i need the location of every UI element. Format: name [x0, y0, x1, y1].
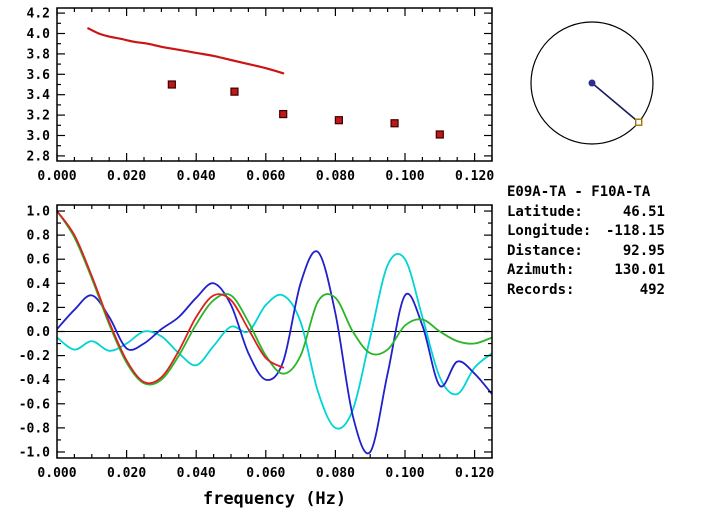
svg-text:2.8: 2.8 — [27, 149, 51, 164]
waveform-spectra-chart: 0.000 0.020 0.040 0.060 0.080 0.100 0.120 -1.0 -… — [19, 204, 494, 509]
svg-text:0.020: 0.020 — [107, 466, 146, 481]
latitude-label: Latitude: — [507, 203, 583, 220]
station-info-panel: E09A-TA - F10A-TA Latitude: 46.51 Longit… — [507, 183, 665, 300]
distance-label: Distance: — [507, 242, 583, 259]
info-row-azimuth: Azimuth: 130.01 — [507, 261, 665, 281]
svg-text:3.6: 3.6 — [27, 68, 51, 83]
info-row-longitude: Longitude: -118.15 — [507, 222, 665, 242]
svg-text:0.020: 0.020 — [107, 169, 146, 184]
svg-text:0.080: 0.080 — [316, 466, 355, 481]
svg-text:0.0: 0.0 — [27, 325, 51, 340]
svg-text:-0.2: -0.2 — [19, 349, 50, 364]
svg-text:4.0: 4.0 — [27, 27, 51, 42]
svg-text:-0.6: -0.6 — [19, 397, 50, 412]
svg-text:0.4: 0.4 — [27, 277, 51, 292]
dispersion-chart: 0.000 0.020 0.040 0.060 0.080 0.100 0.120 2.8 3.… — [27, 7, 495, 184]
records-label: Records: — [507, 281, 575, 298]
svg-text:0.040: 0.040 — [177, 466, 216, 481]
svg-text:4.2: 4.2 — [27, 7, 50, 22]
records-value: 492 — [639, 281, 665, 298]
svg-text:0.040: 0.040 — [177, 169, 216, 184]
svg-text:3.4: 3.4 — [27, 88, 51, 103]
svg-text:0.8: 0.8 — [27, 229, 51, 244]
distance-value: 92.95 — [622, 242, 665, 259]
svg-text:0.000: 0.000 — [37, 169, 76, 184]
azimuth-label: Azimuth: — [507, 262, 575, 278]
svg-text:0.060: 0.060 — [246, 169, 285, 184]
svg-text:0.2: 0.2 — [27, 301, 50, 316]
svg-text:0.000: 0.000 — [37, 466, 76, 481]
svg-text:0.080: 0.080 — [316, 169, 355, 184]
azimuth-value: 130.01 — [614, 262, 665, 278]
svg-text:1.0: 1.0 — [27, 205, 51, 220]
azimuth-dial — [530, 21, 654, 145]
latitude-value: 46.51 — [622, 203, 665, 220]
station-pair-title: E09A-TA - F10A-TA — [507, 184, 651, 200]
svg-text:0.120: 0.120 — [455, 169, 494, 184]
svg-text:-0.8: -0.8 — [19, 421, 50, 436]
svg-text:0.100: 0.100 — [385, 466, 424, 481]
info-row-latitude: Latitude: 46.51 — [507, 203, 665, 223]
svg-text:-0.4: -0.4 — [19, 373, 50, 388]
svg-text:frequency (Hz): frequency (Hz) — [203, 489, 346, 509]
longitude-value: -118.15 — [605, 223, 665, 239]
svg-text:0.060: 0.060 — [246, 466, 285, 481]
info-row-records: Records: 492 — [507, 281, 665, 301]
svg-text:0.6: 0.6 — [27, 253, 51, 268]
svg-text:3.0: 3.0 — [27, 129, 51, 144]
svg-text:0.120: 0.120 — [455, 466, 494, 481]
longitude-label: Longitude: — [507, 223, 592, 239]
svg-text:0.100: 0.100 — [385, 169, 424, 184]
svg-text:3.8: 3.8 — [27, 47, 51, 62]
svg-text:3.2: 3.2 — [27, 109, 50, 124]
svg-text:-1.0: -1.0 — [19, 445, 50, 460]
info-row-distance: Distance: 92.95 — [507, 242, 665, 262]
